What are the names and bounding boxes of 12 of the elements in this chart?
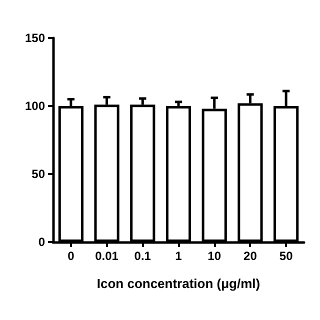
x-tick-label: 50 [279,249,294,263]
x-tick-label: 0 [68,249,75,263]
y-tick-label: 100 [24,99,46,113]
y-tick-label: 0 [38,235,46,249]
x-tick-label: 20 [244,249,258,263]
x-tick-label: 1 [175,249,182,263]
y-tick-label: 150 [24,31,46,45]
x-axis-title: Icon concentration (μg/ml) [96,276,260,291]
x-tick-label: 10 [208,249,222,263]
x-tick-label: 0.1 [134,249,152,263]
y-tick-label: 50 [32,167,46,181]
x-tick-label: 0.01 [95,249,119,263]
